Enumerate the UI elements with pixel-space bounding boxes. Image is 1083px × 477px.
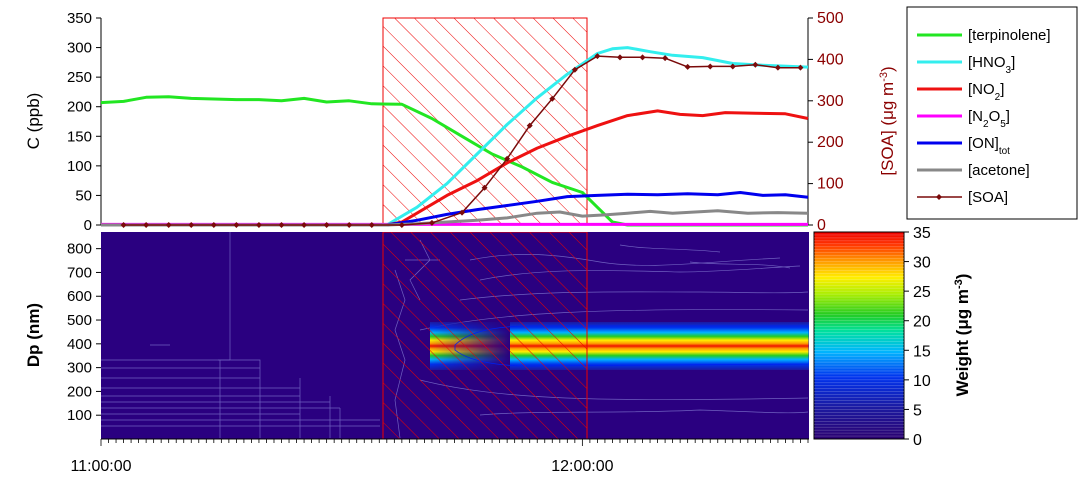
soa-marker [278,222,285,228]
soa-marker [526,122,533,129]
soa-marker [143,222,150,228]
soa-marker [210,222,217,228]
left-axis-title: C (ppb) [24,93,43,150]
soa-marker [504,155,511,162]
soa-marker [368,222,375,228]
series-line [101,191,809,227]
colorbar-contour-lines [814,234,904,437]
legend-label: [ON]tot [968,135,1010,157]
reaction-period-hatch-bottom [383,232,587,439]
right-tick-labels: 0 100 200 300 400 500 [808,10,844,234]
soa-marker [428,219,435,226]
colorbar-tick-label: 15 [913,343,931,360]
x-tick-labels: 11:00:00 12:00:00 [70,458,613,475]
soa-marker [752,61,759,68]
concentration-panel: 0 50 100 150 200 250 300 350 0 100 200 300 400 500 C… [24,10,897,234]
colorbar-gradient [813,231,905,440]
soa-marker [323,222,330,228]
right-tick-label: 500 [817,10,844,27]
soa-marker [481,184,488,191]
colorbar-title: Weight (μg m-3) [953,274,972,397]
dp-tick-label: 800 [67,241,92,258]
colorbar-tick-label: 10 [913,373,931,390]
colorbar-tick-label: 25 [913,284,931,301]
soa-marker [684,63,691,70]
soa-marker [729,63,736,70]
legend-label: [SOA] [968,189,1008,206]
soa-marker [165,222,172,228]
right-tick-label: 400 [817,51,844,68]
soa-marker [707,63,714,70]
colorbar-tick-label: 5 [913,402,922,419]
reaction-period-hatch [383,18,587,225]
soa-marker [571,66,578,73]
colorbar-tick-label: 30 [913,255,931,272]
x-tick-label: 11:00:00 [70,458,131,475]
right-tick-label: 300 [817,93,844,110]
right-tick-label: 0 [817,217,826,234]
legend-box [906,6,1078,220]
left-tick-labels: 0 50 100 150 200 250 300 350 [67,10,101,234]
soa-marker [549,95,556,102]
x-minor-ticks [100,439,809,446]
soa-marker [459,209,466,216]
series-line [123,55,801,226]
legend-label: [NO2] [968,81,1004,103]
colorbar-tick-labels: 0 5 10 15 20 25 30 35 [904,225,931,449]
size-distribution-panel: 100 200 300 400 500 600 700 800 11:00:00 12:00:0… [24,232,809,475]
colorbar-tick-label: 35 [913,225,931,242]
right-axis-title: [SOA] (μg m-3) [878,66,897,175]
soa-marker [233,222,240,228]
soa-marker [301,222,308,228]
soa-marker [188,222,195,228]
left-tick-label: 150 [67,128,92,145]
dp-tick-labels: 100 200 300 400 500 600 700 800 [67,241,101,424]
soa-marker [120,222,127,228]
colorbar-tick-label: 20 [913,314,931,331]
soa-marker [398,222,405,228]
legend-label: [terpinolene] [968,27,1051,44]
soa-marker [774,64,781,71]
legend-label: [acetone] [968,162,1030,179]
legend-items: [terpinolene] [HNO3] [NO2] [N2O5] [ON]tot [ac… [917,27,1051,206]
legend-label: [N2O5] [968,108,1010,130]
soa-marker [797,64,804,71]
dp-tick-label: 700 [67,264,92,281]
left-tick-label: 300 [67,40,92,57]
soa-marker [255,222,262,228]
soa-marker [662,55,669,62]
left-tick-label: 50 [75,187,92,204]
dp-tick-label: 600 [67,288,92,305]
dp-tick-label: 300 [67,360,92,377]
legend-marker [936,194,942,200]
dp-tick-label: 400 [67,336,92,353]
colorbar-tick-label: 0 [913,432,922,449]
soa-marker [594,53,601,60]
dp-tick-label: 500 [67,312,92,329]
soa-marker [639,54,646,61]
series-lines [100,46,809,228]
dp-axis-title: Dp (nm) [24,303,43,367]
legend-label: [HNO3] [968,54,1015,76]
legend: [terpinolene] [HNO3] [NO2] [N2O5] [ON]tot [ac… [906,6,1078,220]
left-tick-label: 200 [67,99,92,116]
left-tick-label: 350 [67,10,92,27]
series-line [101,109,809,227]
dp-tick-label: 100 [67,407,92,424]
soa-marker [346,222,353,228]
reaction-period-border-bottom [382,232,588,439]
soa-marker [616,54,623,61]
heatmap-contours [101,232,809,439]
dp-tick-label: 200 [67,383,92,400]
left-tick-label: 100 [67,158,92,175]
left-tick-label: 250 [67,69,92,86]
colorbar: 0 5 10 15 20 25 30 35 Weight (μg m-3) [813,225,972,449]
right-tick-label: 200 [817,134,844,151]
right-tick-label: 100 [817,176,844,193]
series-line [101,209,809,227]
x-tick-label: 12:00:00 [551,458,613,475]
left-tick-label: 0 [84,217,92,234]
